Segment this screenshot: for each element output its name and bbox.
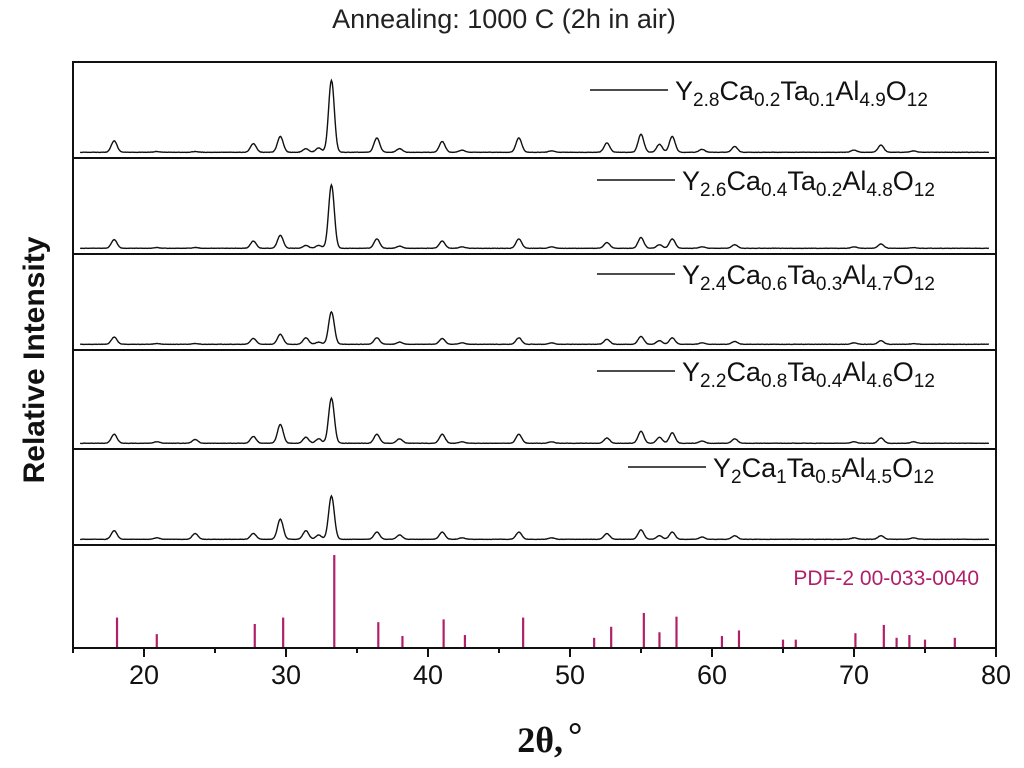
xrd-pattern-line: [80, 396, 989, 445]
pattern-panel: Y2.8Ca0.2Ta0.1Al4.9O12: [72, 61, 997, 159]
y-axis-label: Relative Intensity: [18, 236, 51, 483]
x-tick-label: 20: [129, 660, 159, 690]
legend-label: Y2Ca1Ta0.5Al4.5O12: [713, 453, 934, 488]
legend-label: Y2.8Ca0.2Ta0.1Al4.9O12: [675, 76, 928, 111]
legend-label: Y2.2Ca0.8Ta0.4Al4.6O12: [682, 357, 935, 392]
pattern-panel: Y2.4Ca0.6Ta0.3Al4.7O12: [72, 253, 997, 351]
x-tick-label: 60: [697, 660, 727, 690]
pattern-panel: Y2.6Ca0.4Ta0.2Al4.8O12: [72, 157, 997, 255]
legend-label: Y2.6Ca0.4Ta0.2Al4.8O12: [682, 166, 935, 201]
panels-group: Y2.8Ca0.2Ta0.1Al4.9O12 Y2.6Ca0.4Ta0.2Al4.…: [72, 61, 997, 546]
x-tick-label: 70: [839, 660, 869, 690]
xrd-pattern-line: [80, 310, 990, 346]
x-axis: 20 30 40 50 60 70 80: [72, 647, 1011, 690]
chart-title: Annealing: 1000 C (2h in air): [332, 4, 676, 34]
x-tick-label: 40: [413, 660, 443, 690]
reference-panel: PDF-2 00-033-0040: [72, 544, 997, 649]
reference-label: PDF-2 00-033-0040: [793, 567, 979, 590]
xrd-pattern-line: [80, 182, 989, 250]
xrd-pattern-line: [80, 494, 990, 541]
x-tick-label: 30: [271, 660, 301, 690]
pattern-panel: Y2Ca1Ta0.5Al4.5O12: [72, 448, 997, 546]
x-tick-label: 80: [981, 660, 1011, 690]
xrd-pattern-line: [79, 78, 990, 154]
reference-frame: [72, 544, 997, 649]
x-axis-label: 2θ,: [517, 720, 563, 760]
legend-label: Y2.4Ca0.6Ta0.3Al4.7O12: [682, 260, 935, 295]
x-axis-unit: °: [568, 715, 582, 755]
pattern-panel: Y2.2Ca0.8Ta0.4Al4.6O12: [72, 349, 997, 450]
x-tick-label: 50: [555, 660, 585, 690]
